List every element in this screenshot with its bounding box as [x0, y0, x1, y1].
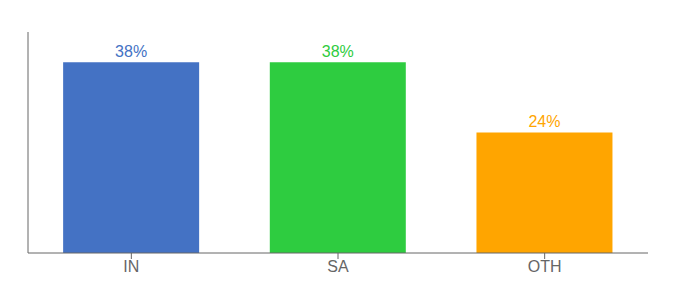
svg-text:OTH: OTH [528, 258, 562, 275]
svg-text:38%: 38% [322, 43, 354, 60]
svg-text:SA: SA [327, 258, 349, 275]
svg-text:IN: IN [123, 258, 139, 275]
svg-text:24%: 24% [528, 113, 560, 130]
svg-text:38%: 38% [115, 43, 147, 60]
